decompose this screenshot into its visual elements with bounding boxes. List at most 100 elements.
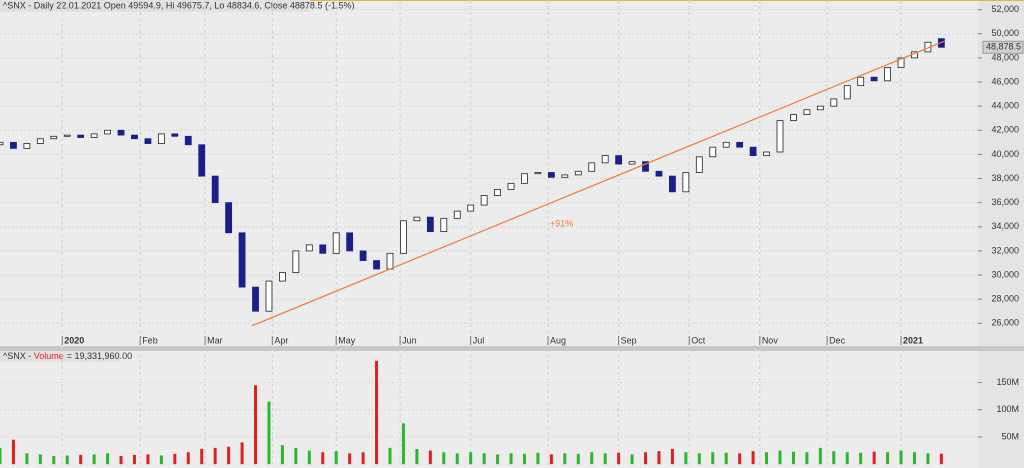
volume-bar	[711, 452, 715, 465]
candle-body	[816, 105, 824, 111]
candle-body	[292, 250, 300, 274]
candle-body	[669, 175, 676, 193]
volume-bar	[845, 452, 849, 465]
volume-bar	[227, 446, 231, 465]
volume-bar	[25, 453, 29, 465]
volume-bar	[442, 452, 446, 465]
candle-body	[480, 195, 488, 206]
volume-bar	[549, 454, 553, 465]
candle-body	[400, 220, 407, 254]
candle-body	[749, 146, 757, 157]
candle-body	[642, 161, 649, 172]
volume-bar	[415, 448, 419, 465]
candle-body	[776, 120, 784, 153]
volume-bar	[886, 452, 890, 465]
volume-bar	[684, 452, 688, 465]
candle-body	[790, 114, 797, 122]
volume-bar	[872, 451, 876, 465]
candle-body	[440, 217, 448, 233]
y-tick-label: 100M	[996, 404, 1019, 414]
x-tick-label: Jul	[473, 335, 485, 345]
volume-bar	[912, 452, 916, 465]
candle-body	[373, 260, 380, 270]
volume-bar	[213, 447, 217, 465]
trendline-label: +91%	[550, 219, 573, 229]
volume-bar	[119, 456, 123, 465]
price-header: ^SNX - Daily 22.01.2021 Open 49594.9, Hi…	[3, 0, 354, 10]
volume-bar	[0, 447, 2, 465]
volume-bar	[590, 452, 594, 465]
volume-bar	[361, 452, 365, 465]
candle-body	[131, 134, 138, 140]
candle-body	[279, 272, 286, 282]
candle-body	[198, 144, 206, 177]
candle-body	[157, 133, 165, 144]
volume-bar	[738, 453, 742, 465]
candle-body	[561, 174, 569, 178]
candle-body	[346, 232, 354, 252]
x-tick-label: Feb	[142, 335, 158, 345]
volume-bar	[280, 445, 284, 465]
x-tick-label: Oct	[691, 335, 706, 345]
candle-body	[144, 138, 152, 144]
candle-body	[252, 286, 259, 312]
candle-body	[211, 175, 219, 204]
candle-body	[547, 172, 555, 178]
y-tick-label: 28,000	[991, 294, 1019, 304]
x-tick-label: Nov	[762, 335, 779, 345]
volume-bar	[697, 453, 701, 465]
volume-bar	[576, 453, 580, 465]
candle-body	[736, 141, 744, 148]
volume-bar	[670, 448, 674, 465]
volume-bar	[791, 451, 795, 465]
volume-bar	[173, 453, 177, 465]
candle-body	[615, 155, 623, 165]
x-tick-label: Dec	[829, 335, 846, 345]
y-tick-label: 52,000	[991, 4, 1019, 14]
panel-separator	[0, 346, 1024, 351]
x-tick-label: 2020	[64, 335, 84, 345]
volume-bar	[307, 450, 311, 465]
x-tick-label: Sep	[621, 335, 637, 345]
candle-body	[709, 146, 717, 158]
last-price-label: 48,878.5	[986, 42, 1021, 52]
candle-body	[803, 109, 811, 115]
candle-body	[682, 172, 690, 193]
candle-body	[884, 67, 891, 82]
volume-title: ^SNX -	[3, 351, 34, 361]
volume-bar	[644, 452, 648, 465]
candle-body	[117, 129, 125, 136]
x-tick-label: May	[338, 335, 356, 345]
candle-body	[695, 156, 703, 173]
volume-bar	[939, 453, 943, 465]
volume-bar	[375, 360, 379, 465]
candle-body	[628, 161, 636, 165]
x-tick-label: 2021	[903, 335, 923, 345]
y-tick-label: 46,000	[991, 76, 1019, 86]
volume-bar	[186, 452, 190, 465]
volume-bar	[522, 453, 526, 465]
volume-bar	[899, 450, 903, 465]
volume-bar	[455, 453, 459, 465]
volume-header: ^SNX - Volume = 19,331,960.00	[3, 351, 132, 361]
x-tick-label: Jun	[402, 335, 417, 345]
candle-body	[830, 98, 838, 107]
y-tick-label: 40,000	[991, 149, 1019, 159]
volume-bar	[765, 452, 769, 465]
candle-body	[50, 135, 58, 140]
volume-bar	[321, 452, 325, 465]
volume-bar	[106, 453, 110, 465]
volume-bar	[348, 453, 352, 465]
volume-bar	[859, 452, 863, 465]
volume-bar	[65, 455, 69, 465]
candle-body	[843, 85, 851, 100]
candle-body	[77, 134, 85, 138]
candle-body	[601, 155, 609, 164]
candle-body	[588, 162, 596, 172]
candle-body	[386, 252, 394, 270]
candle-body	[90, 133, 98, 138]
candle-body	[225, 202, 233, 234]
volume-bar	[92, 454, 96, 465]
candle-body	[104, 129, 111, 135]
